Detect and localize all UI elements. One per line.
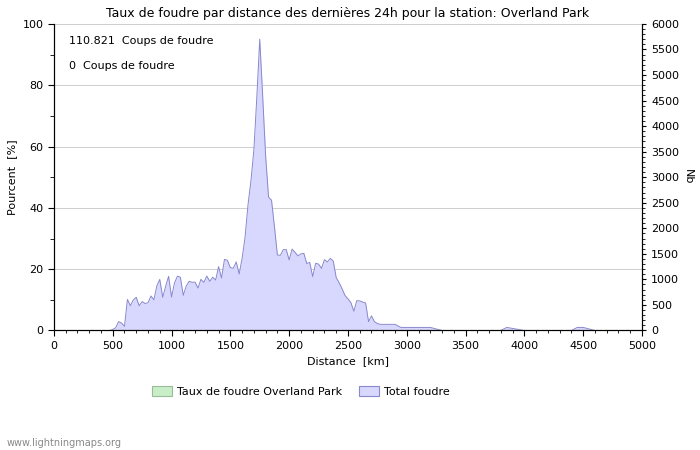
Legend: Taux de foudre Overland Park, Total foudre: Taux de foudre Overland Park, Total foud…	[147, 382, 455, 401]
X-axis label: Distance  [km]: Distance [km]	[307, 356, 389, 366]
Y-axis label: Pourcent  [%]: Pourcent [%]	[7, 140, 17, 215]
Text: 0  Coups de foudre: 0 Coups de foudre	[69, 61, 174, 71]
Y-axis label: Nb: Nb	[683, 170, 693, 185]
Text: 110.821  Coups de foudre: 110.821 Coups de foudre	[69, 36, 213, 46]
Text: www.lightningmaps.org: www.lightningmaps.org	[7, 438, 122, 448]
Title: Taux de foudre par distance des dernières 24h pour la station: Overland Park: Taux de foudre par distance des dernière…	[106, 7, 589, 20]
